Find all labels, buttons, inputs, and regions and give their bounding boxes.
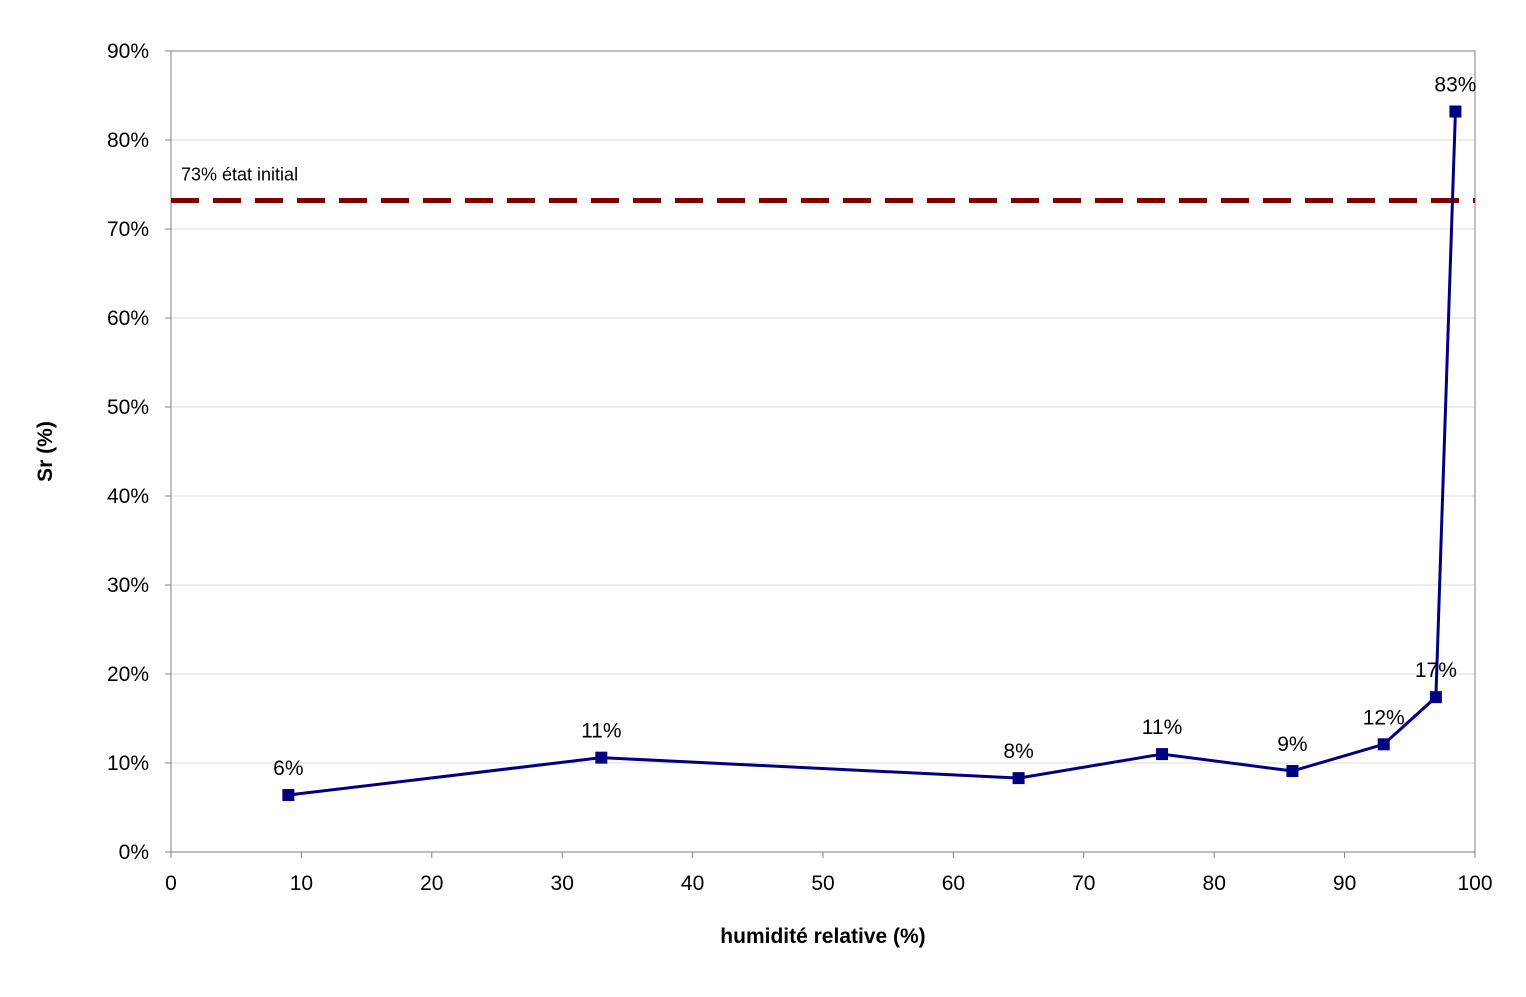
x-axis-title: humidité relative (%): [720, 925, 925, 948]
y-tick-label: 60%: [107, 307, 149, 330]
plot-area: [170, 50, 1476, 853]
y-axis-title: Sr (%): [34, 421, 57, 482]
y-tick-label: 40%: [107, 485, 149, 508]
data-label: 12%: [1363, 706, 1405, 729]
reference-line-group: 73% état initial: [171, 165, 1475, 204]
x-tick-label: 100: [1457, 872, 1492, 895]
x-tick-label: 90: [1333, 872, 1356, 895]
y-axis-ticks: 0% 10% 20% 30% 40% 50% 60% 70% 80% 90%: [107, 40, 171, 864]
y-tick-label: 30%: [107, 574, 149, 597]
data-label: 6%: [273, 757, 303, 780]
x-tick-label: 70: [1072, 872, 1095, 895]
y-tick-label: 90%: [107, 40, 149, 63]
data-label: 8%: [1003, 740, 1033, 763]
series-group: 6% 11% 8% 11% 9% 12% 17% 83%: [273, 74, 1476, 802]
y-tick-label: 80%: [107, 129, 149, 152]
x-axis-ticks: 0 10 20 30 40 50 60 70 80 90 100: [165, 852, 1493, 895]
data-label: 83%: [1434, 74, 1476, 97]
reference-line-label: 73% état initial: [181, 165, 298, 185]
data-point: [1012, 772, 1025, 785]
data-label: 9%: [1277, 733, 1307, 756]
data-label: 11%: [1142, 716, 1182, 739]
data-point: [1286, 765, 1299, 778]
x-tick-label: 10: [290, 872, 313, 895]
series-line: [288, 111, 1457, 797]
x-tick-label: 60: [942, 872, 965, 895]
y-tick-label: 10%: [107, 752, 149, 775]
y-tick-label: 20%: [107, 663, 149, 686]
data-label: 17%: [1415, 659, 1457, 682]
gridlines: [171, 139, 1475, 764]
x-tick-label: 0: [165, 872, 177, 895]
data-point: [1429, 691, 1442, 704]
data-point: [282, 789, 295, 802]
y-tick-label: 50%: [107, 396, 149, 419]
data-point: [595, 751, 608, 764]
x-tick-label: 40: [681, 872, 704, 895]
x-tick-label: 20: [420, 872, 443, 895]
data-label: 11%: [581, 720, 621, 743]
data-point: [1156, 748, 1169, 761]
x-tick-label: 50: [811, 872, 834, 895]
x-tick-label: 80: [1203, 872, 1226, 895]
x-tick-label: 30: [551, 872, 574, 895]
data-point: [1377, 738, 1390, 751]
y-tick-label: 0%: [119, 841, 149, 864]
y-tick-label: 70%: [107, 218, 149, 241]
data-point: [1449, 105, 1462, 118]
